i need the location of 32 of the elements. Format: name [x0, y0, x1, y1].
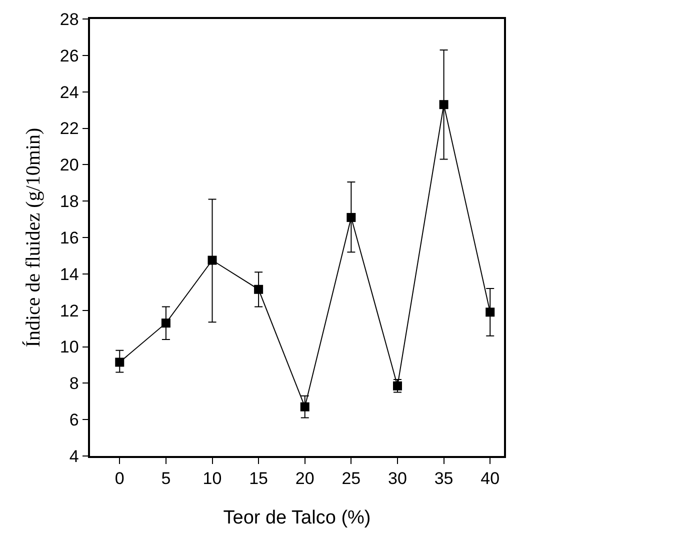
y-tick-label: 4 [69, 446, 79, 466]
point [486, 308, 495, 317]
x-tick-label: 20 [295, 469, 314, 488]
point [161, 318, 170, 328]
y-tick-label: 26 [60, 46, 79, 66]
x-tick-label: 25 [342, 469, 361, 488]
y-tick-label: 22 [60, 119, 79, 138]
point [115, 358, 124, 367]
y-tick-label: 18 [60, 192, 79, 212]
y-tick-label: 6 [69, 410, 79, 430]
point [254, 284, 264, 294]
point [300, 402, 310, 412]
y-axis-title: Índice de fluidez (g/10min) [22, 128, 44, 348]
x-tick-label: 0 [114, 469, 124, 488]
point [346, 212, 356, 222]
y-tick-label: 8 [69, 374, 79, 394]
y-tick-label: 16 [60, 228, 79, 248]
x-tick-label: 15 [249, 469, 268, 488]
x-tick-label: 40 [480, 469, 500, 488]
x-tick-label: 10 [202, 469, 222, 488]
y-tick-label: 20 [60, 156, 79, 175]
point [439, 100, 448, 110]
x-tick-label: 30 [388, 469, 407, 488]
y-tick-label: 24 [60, 82, 79, 102]
y-tick-label: 14 [60, 264, 79, 284]
y-tick-label: 10 [60, 338, 79, 357]
x-axis-title: Teor de Talco (%) [223, 508, 371, 528]
y-tick-label: 28 [60, 10, 79, 29]
x-tick-label: 35 [434, 469, 454, 488]
y-tick-label: 12 [60, 301, 79, 320]
point [208, 256, 217, 265]
x-tick-label: 5 [161, 469, 171, 488]
